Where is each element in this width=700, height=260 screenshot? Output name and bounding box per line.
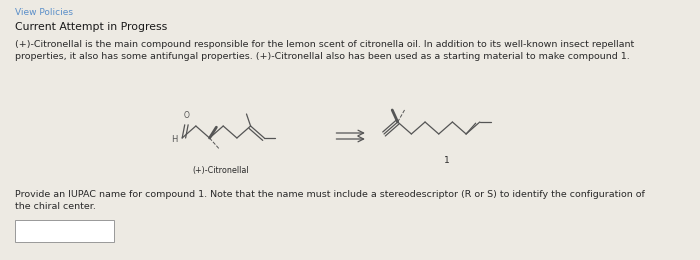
Text: O: O [183,111,190,120]
Text: (+)-Citronellal is the main compound responsible for the lemon scent of citronel: (+)-Citronellal is the main compound res… [15,40,635,49]
Text: Provide an IUPAC name for compound 1. Note that the name must include a stereode: Provide an IUPAC name for compound 1. No… [15,190,645,199]
Text: properties, it also has some antifungal properties. (+)-Citronellal also has bee: properties, it also has some antifungal … [15,52,630,61]
Text: the chiral center.: the chiral center. [15,202,97,211]
Text: (+)-Citronellal: (+)-Citronellal [193,166,249,175]
FancyBboxPatch shape [15,220,113,242]
Text: 1: 1 [444,156,450,165]
Text: View Policies: View Policies [15,8,74,17]
Text: H: H [172,134,178,144]
Text: Current Attempt in Progress: Current Attempt in Progress [15,22,167,32]
